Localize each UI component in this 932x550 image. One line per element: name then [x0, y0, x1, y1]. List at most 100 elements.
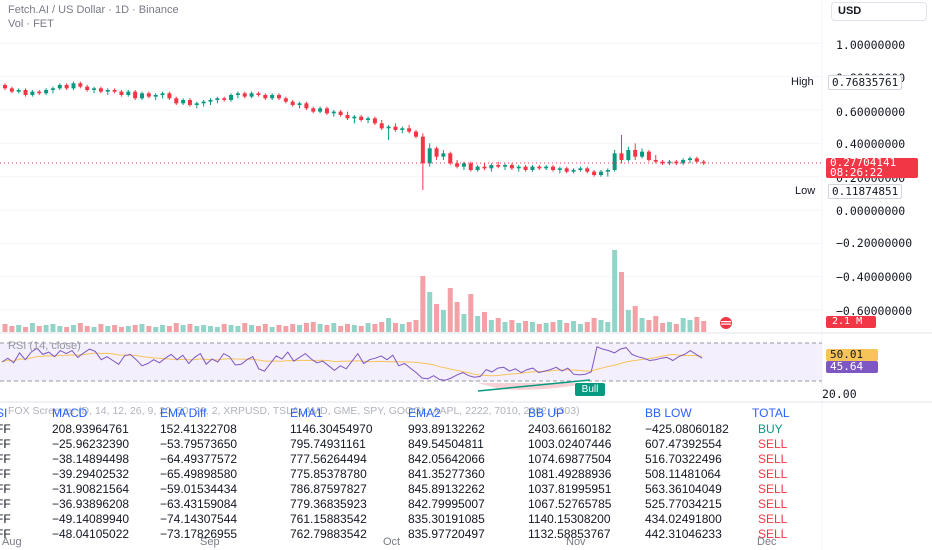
- volume-bar: [687, 320, 693, 332]
- volume-bar: [420, 276, 426, 332]
- value-cell: FF: [0, 422, 11, 436]
- candle-body: [688, 158, 692, 160]
- candle-body: [557, 168, 562, 170]
- volume-bar: [84, 326, 90, 332]
- volume-bar: [440, 310, 446, 332]
- candle-body: [270, 94, 275, 99]
- volume-bar: [9, 326, 15, 332]
- candle-body: [331, 111, 336, 114]
- value-cell: 842.05642066: [408, 452, 485, 466]
- candle-body: [126, 91, 131, 95]
- volume-bar: [427, 292, 433, 332]
- value-cell: 993.89132262: [408, 422, 485, 436]
- candle-body: [448, 153, 453, 164]
- value-cell: 525.77034215: [645, 497, 722, 511]
- volume-bar: [98, 324, 104, 332]
- bar-countdown: 08:26:22: [830, 166, 883, 179]
- rsi-indicator-title[interactable]: RSI (14, close): [8, 340, 81, 352]
- value-cell: 845.89132262: [408, 482, 485, 496]
- screener-row: FF −36.93896208 −63.43159084 779.36835923 84…: [0, 497, 800, 512]
- header-cell: MACD: [52, 406, 88, 420]
- volume-bar: [584, 322, 590, 332]
- candle-body: [318, 108, 323, 112]
- value-cell: 779.36835923: [290, 497, 367, 511]
- volume-bar: [338, 326, 344, 332]
- candle-body: [386, 126, 391, 129]
- volume-bar: [331, 323, 337, 332]
- volume-bar: [516, 323, 522, 332]
- volume-bar: [557, 320, 563, 332]
- candle-body: [133, 91, 138, 99]
- candle-body: [3, 84, 7, 89]
- candle-body: [30, 91, 35, 95]
- volume-bar: [324, 325, 330, 332]
- chart-grid: [0, 42, 822, 311]
- header-cell: BB LOW: [645, 406, 692, 420]
- screener-row: FF −25.96232390 −53.79573650 795.74931161 84…: [0, 437, 800, 452]
- low-label: Low: [795, 185, 816, 197]
- candle-body: [160, 93, 165, 95]
- candle-body: [78, 83, 83, 87]
- volume-bar: [276, 325, 282, 332]
- candle-body: [564, 168, 569, 172]
- volume-bar: [297, 325, 303, 332]
- candle-body: [530, 166, 535, 170]
- volume-bar: [365, 323, 371, 332]
- value-cell: 835.30191085: [408, 512, 485, 526]
- candle-body: [37, 91, 42, 94]
- bullish-divergence-line: [477, 379, 591, 392]
- volume-bar: [536, 324, 542, 332]
- value-cell: 775.85378780: [290, 467, 367, 481]
- value-cell: 841.35277360: [408, 467, 485, 481]
- volume-bar: [139, 324, 145, 332]
- volume-bar: [112, 325, 118, 332]
- value-cell: 607.47392554: [645, 437, 722, 451]
- volume-indicator-title[interactable]: Vol · FET: [8, 18, 54, 30]
- candle-body: [420, 136, 425, 164]
- volume-bar: [502, 322, 508, 332]
- volume-bar: [345, 324, 350, 332]
- candle-body: [612, 153, 617, 170]
- volume-bar: [36, 326, 42, 332]
- volume-bar: [57, 326, 63, 332]
- volume-bar: [249, 325, 255, 332]
- candle-body: [646, 151, 651, 160]
- price-axis-label: −0.20000000: [836, 236, 913, 250]
- time-axis-label: Nov: [566, 536, 586, 548]
- candle-body: [674, 161, 679, 164]
- signal-cell: BUY: [758, 422, 783, 436]
- symbol-title[interactable]: Fetch.AI / US Dollar · 1D · Binance: [8, 4, 179, 16]
- candle-body: [71, 83, 76, 89]
- candle-body: [345, 114, 350, 119]
- volume-bar: [29, 323, 35, 332]
- candle-body: [44, 89, 49, 94]
- value-cell: FF: [0, 467, 11, 481]
- volume-bar: [495, 318, 501, 332]
- value-cell: −31.90821564: [52, 482, 130, 496]
- signal-cell: SELL: [758, 497, 788, 511]
- time-axis-label: Dec: [757, 536, 777, 548]
- signal-cell: SELL: [758, 467, 788, 481]
- value-cell: 1132.58853767: [528, 527, 611, 541]
- volume-bar: [673, 324, 679, 332]
- volume-bar: [550, 322, 556, 332]
- value-cell: 761.15883542: [290, 512, 367, 526]
- events-flag-icon[interactable]: [712, 316, 740, 330]
- volume-bar: [399, 324, 405, 332]
- candle-body: [146, 93, 151, 97]
- rsi-value-badge: 50.01: [826, 349, 878, 361]
- candle-body: [359, 116, 364, 120]
- value-cell: 508.11481064: [645, 467, 721, 481]
- candle-body: [9, 88, 14, 92]
- candle-body: [64, 84, 69, 89]
- volume-bar: [208, 326, 213, 332]
- time-axis-label: Oct: [383, 536, 401, 548]
- candle-body: [119, 91, 124, 95]
- volume-bar: [118, 327, 124, 332]
- volume-bar: [187, 324, 193, 332]
- volume-bar: [379, 322, 385, 332]
- currency-selector-button[interactable]: USD: [831, 2, 927, 21]
- screener-script-settings[interactable]: FOX Screener (D, 14, 12, 26, 9, 20, 50, …: [8, 405, 580, 417]
- candle-body: [140, 93, 144, 99]
